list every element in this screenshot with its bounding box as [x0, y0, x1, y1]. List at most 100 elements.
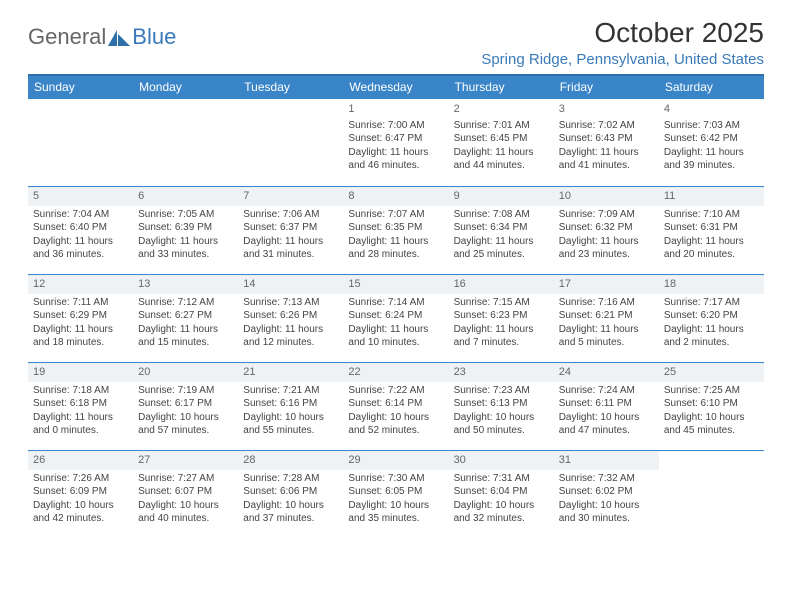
day-detail: Sunrise: 7:25 AM: [664, 384, 759, 398]
calendar-cell: 2Sunrise: 7:01 AMSunset: 6:45 PMDaylight…: [449, 98, 554, 186]
day-detail: Sunset: 6:29 PM: [33, 309, 128, 323]
calendar-cell: [659, 450, 764, 538]
day-detail: Sunset: 6:43 PM: [559, 132, 654, 146]
day-detail: Daylight: 11 hours: [454, 146, 549, 160]
day-detail: Sunrise: 7:27 AM: [138, 472, 233, 486]
day-detail: and 32 minutes.: [454, 512, 549, 526]
day-number: 18: [659, 275, 764, 294]
day-detail: Sunrise: 7:22 AM: [348, 384, 443, 398]
day-detail: Sunrise: 7:08 AM: [454, 208, 549, 222]
day-detail: Sunrise: 7:14 AM: [348, 296, 443, 310]
day-detail: Sunrise: 7:00 AM: [348, 119, 443, 133]
day-detail: Daylight: 11 hours: [33, 323, 128, 337]
calendar-cell: 1Sunrise: 7:00 AMSunset: 6:47 PMDaylight…: [343, 98, 448, 186]
calendar-cell: 28Sunrise: 7:28 AMSunset: 6:06 PMDayligh…: [238, 450, 343, 538]
day-detail: Sunset: 6:42 PM: [664, 132, 759, 146]
day-detail: Sunrise: 7:15 AM: [454, 296, 549, 310]
day-detail: Daylight: 11 hours: [664, 323, 759, 337]
day-detail: Daylight: 11 hours: [348, 235, 443, 249]
day-detail: Sunrise: 7:32 AM: [559, 472, 654, 486]
day-detail: Sunrise: 7:06 AM: [243, 208, 338, 222]
day-detail: Sunrise: 7:19 AM: [138, 384, 233, 398]
calendar-cell: 23Sunrise: 7:23 AMSunset: 6:13 PMDayligh…: [449, 362, 554, 450]
day-detail: Sunrise: 7:24 AM: [559, 384, 654, 398]
day-detail: Sunrise: 7:16 AM: [559, 296, 654, 310]
calendar-cell: 6Sunrise: 7:05 AMSunset: 6:39 PMDaylight…: [133, 186, 238, 274]
day-detail: Sunrise: 7:09 AM: [559, 208, 654, 222]
day-number: 11: [659, 187, 764, 206]
day-detail: Daylight: 11 hours: [454, 323, 549, 337]
day-detail: Sunset: 6:34 PM: [454, 221, 549, 235]
day-number: 21: [238, 363, 343, 382]
calendar-cell: 31Sunrise: 7:32 AMSunset: 6:02 PMDayligh…: [554, 450, 659, 538]
day-number: 24: [554, 363, 659, 382]
calendar-cell: [28, 98, 133, 186]
calendar-cell: 25Sunrise: 7:25 AMSunset: 6:10 PMDayligh…: [659, 362, 764, 450]
day-detail: and 44 minutes.: [454, 159, 549, 173]
day-number: 20: [133, 363, 238, 382]
day-detail: Sunrise: 7:11 AM: [33, 296, 128, 310]
day-detail: Sunrise: 7:12 AM: [138, 296, 233, 310]
day-detail: Sunrise: 7:18 AM: [33, 384, 128, 398]
day-detail: Daylight: 10 hours: [243, 499, 338, 513]
day-detail: Sunset: 6:37 PM: [243, 221, 338, 235]
day-detail: Sunset: 6:39 PM: [138, 221, 233, 235]
calendar-cell: 24Sunrise: 7:24 AMSunset: 6:11 PMDayligh…: [554, 362, 659, 450]
day-detail: Sunset: 6:23 PM: [454, 309, 549, 323]
day-detail: and 33 minutes.: [138, 248, 233, 262]
day-detail: and 39 minutes.: [664, 159, 759, 173]
day-number: 13: [133, 275, 238, 294]
day-detail: Sunset: 6:09 PM: [33, 485, 128, 499]
day-header: Monday: [133, 75, 238, 99]
day-number: 6: [133, 187, 238, 206]
day-detail: Sunset: 6:06 PM: [243, 485, 338, 499]
calendar-cell: 11Sunrise: 7:10 AMSunset: 6:31 PMDayligh…: [659, 186, 764, 274]
day-detail: Daylight: 10 hours: [348, 499, 443, 513]
calendar-cell: 16Sunrise: 7:15 AMSunset: 6:23 PMDayligh…: [449, 274, 554, 362]
day-detail: and 10 minutes.: [348, 336, 443, 350]
day-detail: Daylight: 10 hours: [559, 411, 654, 425]
day-detail: Sunset: 6:07 PM: [138, 485, 233, 499]
day-detail: Sunrise: 7:17 AM: [664, 296, 759, 310]
calendar-cell: [238, 98, 343, 186]
day-detail: Daylight: 11 hours: [559, 146, 654, 160]
day-detail: and 23 minutes.: [559, 248, 654, 262]
calendar-cell: 17Sunrise: 7:16 AMSunset: 6:21 PMDayligh…: [554, 274, 659, 362]
day-number: 26: [28, 451, 133, 470]
day-detail: Sunrise: 7:04 AM: [33, 208, 128, 222]
day-detail: Daylight: 10 hours: [138, 411, 233, 425]
day-detail: Sunrise: 7:13 AM: [243, 296, 338, 310]
day-detail: Daylight: 10 hours: [348, 411, 443, 425]
day-detail: Daylight: 10 hours: [243, 411, 338, 425]
day-number: 8: [343, 187, 448, 206]
day-header: Sunday: [28, 75, 133, 99]
day-number: 17: [554, 275, 659, 294]
day-detail: Daylight: 11 hours: [33, 235, 128, 249]
day-detail: and 2 minutes.: [664, 336, 759, 350]
calendar-cell: 26Sunrise: 7:26 AMSunset: 6:09 PMDayligh…: [28, 450, 133, 538]
day-detail: and 42 minutes.: [33, 512, 128, 526]
day-detail: Daylight: 11 hours: [33, 411, 128, 425]
day-number: 3: [559, 102, 654, 117]
day-header: Wednesday: [343, 75, 448, 99]
day-detail: Sunrise: 7:23 AM: [454, 384, 549, 398]
day-detail: and 46 minutes.: [348, 159, 443, 173]
day-detail: Sunrise: 7:30 AM: [348, 472, 443, 486]
day-detail: and 0 minutes.: [33, 424, 128, 438]
day-detail: and 35 minutes.: [348, 512, 443, 526]
day-detail: Sunrise: 7:31 AM: [454, 472, 549, 486]
day-detail: Daylight: 11 hours: [664, 146, 759, 160]
day-detail: and 18 minutes.: [33, 336, 128, 350]
day-number: 2: [454, 102, 549, 117]
day-detail: Sunrise: 7:26 AM: [33, 472, 128, 486]
day-detail: Sunset: 6:21 PM: [559, 309, 654, 323]
header: General Blue October 2025 Spring Ridge, …: [28, 18, 764, 68]
day-number: 30: [449, 451, 554, 470]
day-detail: Sunset: 6:47 PM: [348, 132, 443, 146]
calendar-cell: 21Sunrise: 7:21 AMSunset: 6:16 PMDayligh…: [238, 362, 343, 450]
calendar-cell: 4Sunrise: 7:03 AMSunset: 6:42 PMDaylight…: [659, 98, 764, 186]
day-detail: Sunset: 6:10 PM: [664, 397, 759, 411]
calendar-cell: 10Sunrise: 7:09 AMSunset: 6:32 PMDayligh…: [554, 186, 659, 274]
day-number: 19: [28, 363, 133, 382]
logo-text-2: Blue: [132, 24, 176, 50]
